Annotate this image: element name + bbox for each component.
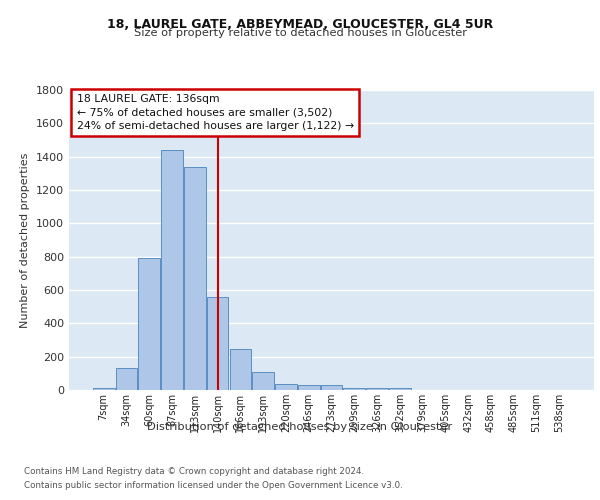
Bar [139, 258, 160, 390]
Bar [343, 388, 365, 390]
Bar [366, 388, 388, 390]
Bar [161, 150, 183, 390]
Y-axis label: Number of detached properties: Number of detached properties [20, 152, 31, 328]
Bar [298, 385, 320, 390]
Text: Distribution of detached houses by size in Gloucester: Distribution of detached houses by size … [148, 422, 452, 432]
Text: 18, LAUREL GATE, ABBEYMEAD, GLOUCESTER, GL4 5UR: 18, LAUREL GATE, ABBEYMEAD, GLOUCESTER, … [107, 18, 493, 30]
Bar [184, 166, 206, 390]
Bar [253, 372, 274, 390]
Text: 18 LAUREL GATE: 136sqm
← 75% of detached houses are smaller (3,502)
24% of semi-: 18 LAUREL GATE: 136sqm ← 75% of detached… [77, 94, 354, 131]
Bar [389, 388, 410, 390]
Bar [230, 349, 251, 390]
Text: Contains HM Land Registry data © Crown copyright and database right 2024.: Contains HM Land Registry data © Crown c… [24, 468, 364, 476]
Text: Size of property relative to detached houses in Gloucester: Size of property relative to detached ho… [133, 28, 467, 38]
Bar [116, 368, 137, 390]
Bar [93, 388, 115, 390]
Bar [320, 386, 343, 390]
Bar [207, 296, 229, 390]
Bar [275, 384, 297, 390]
Text: Contains public sector information licensed under the Open Government Licence v3: Contains public sector information licen… [24, 481, 403, 490]
